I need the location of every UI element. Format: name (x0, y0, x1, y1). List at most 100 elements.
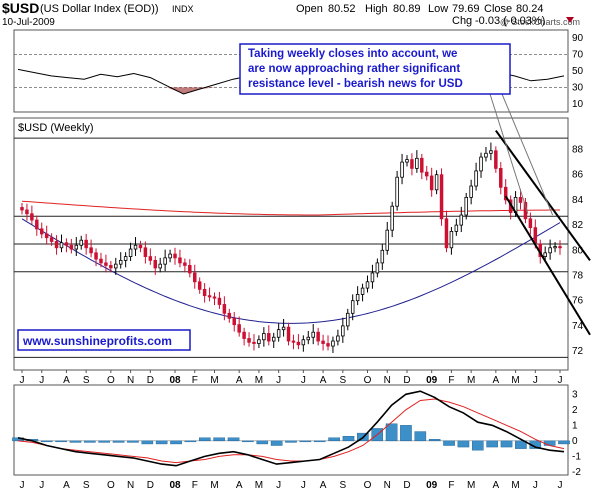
high-label: High (365, 3, 388, 15)
macd-tick-label: 0 (572, 436, 578, 447)
candle-body (74, 244, 79, 250)
macd-x-label: M (467, 480, 475, 491)
candle-body (143, 247, 148, 257)
candle-body (518, 196, 523, 203)
price-tick-label: 72 (572, 346, 584, 357)
macd-x-label: S (339, 480, 346, 491)
price-title: $USD (Weekly) (18, 122, 94, 134)
price-x-label: O (364, 375, 372, 386)
candle-body (454, 224, 459, 232)
high-value: 80.89 (393, 3, 421, 15)
macd-histogram-bar (443, 440, 455, 446)
macd-histogram-bar (184, 440, 197, 443)
candle-body (212, 296, 217, 299)
macd-tick-label: 3 (572, 389, 578, 400)
annotation-line-1: Taking weekly closes into account, we (248, 48, 457, 60)
candle-body (444, 218, 449, 249)
price-tick-label: 82 (572, 220, 584, 231)
macd-x-label: A (492, 480, 499, 491)
macd-tick-label: 1 (572, 420, 578, 431)
macd-histogram-bar (155, 440, 168, 445)
macd-x-label: J (276, 480, 281, 491)
candle-body (104, 262, 108, 266)
index-name: (US Dollar Index (EOD)) (40, 3, 159, 15)
macd-histogram-bar (400, 425, 412, 442)
macd-x-label: M (210, 480, 218, 491)
macd-histogram-bar (414, 431, 427, 442)
price-x-label: F (192, 375, 198, 386)
candle-body (400, 161, 404, 178)
macd-histogram-bar (98, 440, 111, 443)
candle-body (410, 159, 414, 169)
candle-body (276, 329, 281, 338)
candle-body (271, 336, 276, 342)
candle-body (360, 287, 365, 295)
macd-line (17, 390, 565, 467)
macd-histogram-bar (55, 440, 67, 443)
price-x-label: M (467, 375, 475, 386)
macd-x-label: J (39, 480, 44, 491)
macd-x-label: J (20, 480, 25, 491)
price-x-label: M (255, 375, 263, 386)
macd-histogram-bar (342, 436, 355, 442)
price-x-label: J (301, 375, 306, 386)
candle-body (227, 312, 232, 319)
candle-body (232, 317, 236, 326)
price-x-label: J (533, 375, 538, 386)
macd-x-label: D (403, 480, 410, 491)
candle-body (44, 233, 49, 239)
macd-x-label: A (236, 480, 243, 491)
candle-body (424, 171, 429, 177)
candle-body (449, 230, 454, 249)
macd-histogram-bar (40, 440, 53, 443)
candle-body (301, 339, 306, 346)
price-x-label: A (492, 375, 499, 386)
candle-body (99, 258, 103, 264)
close-label: Close (484, 3, 512, 15)
candle-body (148, 256, 153, 261)
annotation-line-3: resistance level - bearish news for USD (248, 78, 463, 90)
price-tick-label: 74 (572, 321, 584, 332)
candle-body (464, 196, 468, 216)
macd-histogram-bar (170, 440, 182, 445)
candle-body (94, 252, 98, 260)
candle-body (434, 174, 439, 191)
open-value: 80.52 (328, 3, 356, 15)
candle-body (114, 263, 118, 269)
candle-body (385, 229, 389, 251)
macd-histogram-bar (213, 437, 225, 442)
candle-body (118, 259, 123, 265)
price-x-label: A (63, 375, 70, 386)
candle-body (415, 157, 419, 169)
price-x-label: N (127, 375, 134, 386)
macd-x-label: A (63, 480, 70, 491)
macd-histogram-bar (471, 440, 484, 451)
watermark: @ StockCharts.com (500, 17, 580, 27)
candle-body (503, 186, 508, 201)
price-tick-label: 78 (572, 271, 584, 282)
macd-x-label: D (147, 480, 154, 491)
price-tick-label: 86 (572, 170, 584, 181)
candle-body (499, 167, 503, 188)
price-x-label: S (83, 375, 90, 386)
price-x-label: 09 (426, 375, 438, 386)
macd-histogram-bar (515, 440, 527, 449)
candle-body (54, 241, 59, 249)
candle-body (558, 246, 562, 249)
candle-body (25, 209, 29, 215)
candle-body (49, 237, 54, 242)
website-text: www.sunshineprofits.com (22, 334, 172, 348)
macd-histogram-bar (198, 437, 211, 442)
candle-body (138, 244, 143, 249)
ma-short-line (21, 218, 561, 324)
candle-body (123, 256, 128, 261)
candle-body (429, 175, 434, 191)
candle-body (390, 205, 394, 231)
macd-histogram-bar (543, 440, 556, 446)
candle-body (311, 331, 315, 338)
macd-histogram-bar (299, 440, 312, 443)
macd-layer: -2 -1 0 1 2 3 J J A S O N D 08 F M A M J J A S O N D 09 F M A M J J (12, 389, 581, 491)
candle-body (109, 265, 113, 269)
candle-body (168, 253, 172, 259)
price-x-label: S (339, 375, 346, 386)
